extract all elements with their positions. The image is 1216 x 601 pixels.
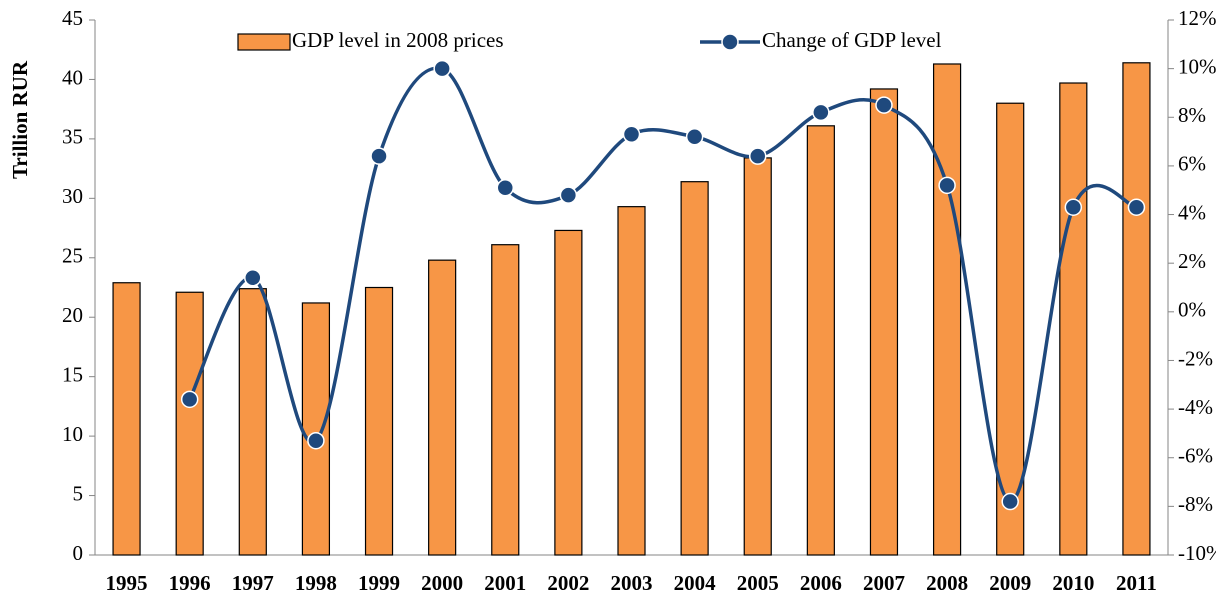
y2-tick-label: 10% [1178,54,1216,78]
legend-label: Change of GDP level [762,28,942,52]
line-marker [180,390,199,409]
y2-tick-label: 8% [1178,103,1206,127]
line-marker [1064,198,1083,216]
x-tick-label: 2011 [1116,571,1157,595]
y2-tick-label: -6% [1178,444,1213,468]
y2-tick-label: 4% [1178,200,1206,224]
x-tick-label: 2002 [547,571,589,595]
bar [743,157,772,556]
line-marker [748,147,767,165]
bar [301,302,331,556]
y2-tick-label: 0% [1178,298,1206,322]
x-tick-label: 2006 [800,571,842,595]
x-tick-label: 2003 [611,571,653,595]
x-tick-label: 2004 [674,571,717,595]
y-tick-label: 20 [62,303,83,327]
y-tick-label: 45 [62,6,83,30]
line-marker [244,269,262,287]
line-marker [307,431,325,450]
x-tick-label: 2009 [989,571,1031,595]
bar [428,259,457,556]
bar [554,229,583,556]
line-marker [559,186,578,204]
legend-swatch-marker [721,33,739,51]
bar [869,88,899,556]
y2-tick-label: -8% [1178,492,1213,516]
bar [806,125,835,556]
line-marker [875,96,893,114]
line-marker [370,147,388,165]
x-tick-label: 1999 [358,571,400,595]
line-marker [938,176,956,195]
line-marker [433,59,451,78]
y2-tick-label: -10% [1178,541,1216,565]
y2-tick-label: 6% [1178,152,1206,176]
line-marker [685,127,704,146]
line-marker [1001,492,1019,511]
bar [112,282,141,556]
y-tick-label: 5 [73,481,84,505]
y2-tick-label: 12% [1178,6,1216,30]
y-tick-label: 30 [62,184,83,208]
y-axis-label: Trillion RUR [8,60,32,179]
x-tick-label: 2001 [484,571,526,595]
line-marker [496,179,515,197]
line-marker [812,103,830,122]
bar [932,63,962,556]
bar [996,102,1025,556]
line-marker [1127,198,1146,216]
bar [680,181,709,556]
x-tick-label: 1996 [169,571,211,595]
x-tick-label: 2007 [863,571,905,595]
y-tick-label: 15 [62,362,83,386]
x-tick-label: 2010 [1052,571,1094,595]
x-tick-label: 2005 [737,571,779,595]
y-tick-label: 0 [73,541,84,565]
y2-tick-label: -4% [1178,395,1213,419]
bar [364,286,394,556]
y-tick-label: 25 [62,244,83,268]
line-marker [622,125,641,144]
y2-tick-label: -2% [1178,346,1213,370]
x-tick-label: 1995 [106,571,148,595]
bar [491,244,520,556]
y2-tick-label: 2% [1178,249,1206,273]
y-tick-label: 40 [62,65,83,89]
x-tick-label: 2008 [926,571,968,595]
y-tick-label: 10 [62,422,83,446]
bar [175,291,204,556]
x-tick-label: 2000 [421,571,463,595]
x-tick-label: 1998 [295,571,337,595]
bar [238,288,267,556]
y-tick-label: 35 [62,125,83,149]
bar [1059,82,1088,556]
x-tick-label: 1997 [232,571,274,595]
legend-label: GDP level in 2008 prices [292,28,504,52]
bar [617,206,646,556]
legend-swatch [237,33,291,51]
bar [1122,62,1151,556]
line [188,66,1137,504]
